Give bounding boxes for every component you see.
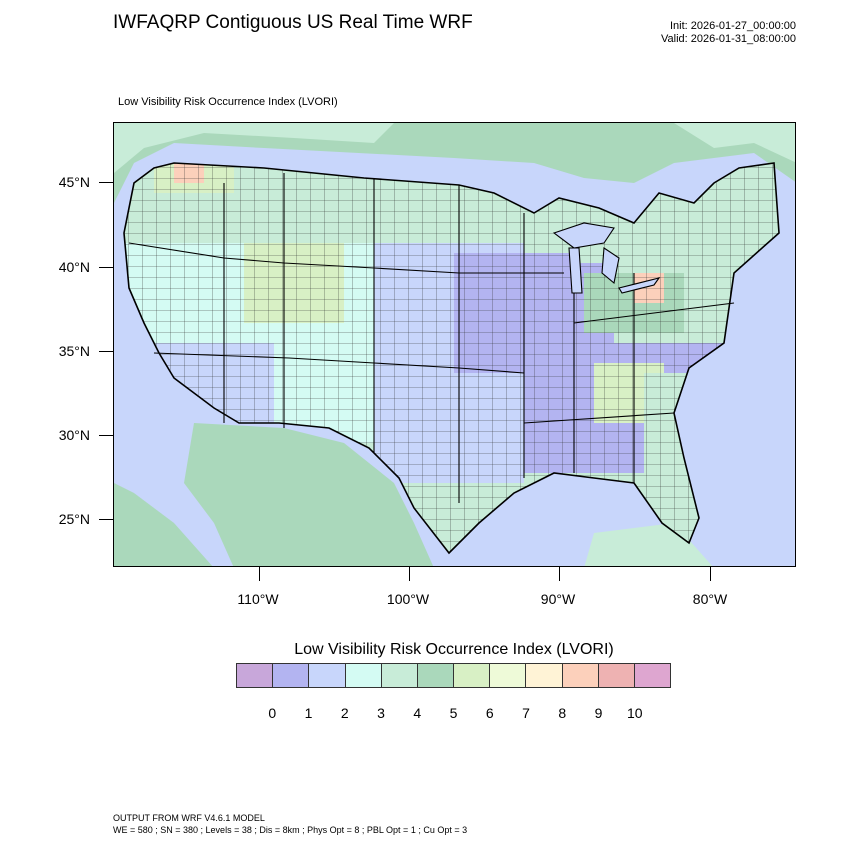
lat-tick (99, 351, 113, 352)
colorbar-title: Low Visibility Risk Occurrence Index (LV… (294, 641, 614, 658)
colorbar-box (490, 664, 527, 687)
lake-erie (618, 277, 661, 294)
main-title: IWFAQRP Contiguous US Real Time WRF (113, 12, 473, 33)
colorbar-box (381, 664, 418, 687)
lon-tick (559, 567, 560, 581)
colorbar-box (309, 664, 346, 687)
lon-tick (259, 567, 260, 581)
colorbar-box (562, 664, 599, 687)
map-frame (113, 122, 796, 567)
colorbar-label: 1 (304, 705, 313, 721)
footer-model-line: OUTPUT FROM WRF V4.6.1 MODEL (113, 813, 265, 823)
init-time: Init: 2026-01-27_00:00:00 (670, 20, 796, 32)
lon-label-110w: 110°W (237, 591, 279, 607)
lat-label-40: 40°N (58, 259, 90, 275)
lon-label-80w: 80°W (692, 591, 728, 607)
lon-label-90w: 90°W (540, 591, 576, 607)
colorbar-label: 3 (377, 705, 385, 721)
init-valid-times: Init: 2026-01-27_00:00:00 Valid: 2026-01… (661, 20, 796, 46)
colorbar-box (598, 664, 635, 687)
lat-label-25: 25°N (58, 511, 90, 527)
colorbar-box (526, 664, 563, 687)
colorbar-box (417, 664, 455, 687)
lat-tick (99, 267, 113, 268)
canada-region-light (114, 123, 394, 173)
colorbar-box (634, 664, 671, 687)
canada-region (114, 123, 795, 203)
colorbar-label: 2 (340, 705, 349, 721)
valid-time: Valid: 2026-01-31_08:00:00 (661, 33, 796, 45)
lon-label-100w: 100°W (386, 591, 430, 607)
model-footer: OUTPUT FROM WRF V4.6.1 MODEL WE = 580 ; … (113, 812, 467, 836)
mexico-baja-region (114, 483, 213, 566)
colorbar-box (273, 664, 310, 687)
colorbar-label: 10 (626, 705, 643, 721)
colorbar-label: 9 (594, 705, 603, 721)
lat-label-35: 35°N (58, 343, 90, 359)
us-border (123, 162, 780, 555)
lat-label-45: 45°N (58, 174, 90, 190)
colorbar-label: 4 (413, 705, 422, 721)
colorbar-label: 0 (268, 705, 277, 721)
lake-michigan (568, 247, 583, 294)
colorbar (236, 663, 671, 688)
map (114, 123, 795, 566)
lake-superior (552, 222, 615, 249)
colorbar-box (237, 664, 274, 687)
lat-tick (99, 519, 113, 520)
lat-tick (99, 435, 113, 436)
colorbar-label: 6 (485, 705, 494, 721)
colorbar-box (345, 664, 382, 687)
state-borders (128, 173, 735, 503)
footer-config-line: WE = 580 ; SN = 380 ; Levels = 38 ; Dis … (113, 825, 468, 835)
colorbar-label: 8 (558, 705, 567, 721)
canada-east-region (674, 123, 795, 163)
lon-tick (409, 567, 410, 581)
lon-tick (710, 567, 711, 581)
lat-label-30: 30°N (58, 427, 90, 443)
plot-subtitle: Low Visibility Risk Occurrence Index (LV… (118, 96, 338, 108)
colorbar-label: 5 (449, 705, 458, 721)
colorbar-box (454, 664, 491, 687)
lake-huron (601, 247, 620, 285)
lat-tick (99, 182, 113, 183)
mexico-region (184, 423, 434, 566)
colorbar-label: 7 (522, 705, 530, 721)
